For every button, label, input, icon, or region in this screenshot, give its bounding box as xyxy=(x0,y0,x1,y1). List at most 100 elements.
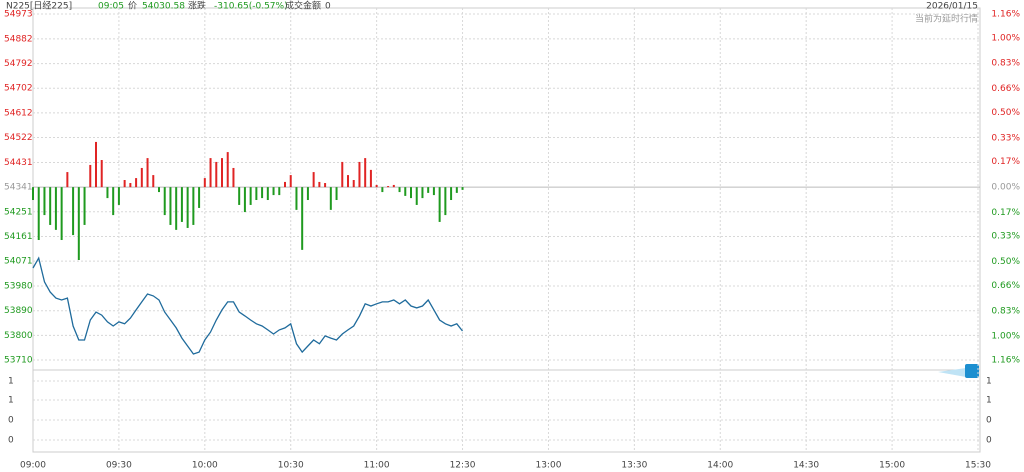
change-bar xyxy=(392,184,395,188)
change-bar xyxy=(238,187,241,205)
change-bar xyxy=(146,158,149,188)
frame xyxy=(32,7,981,453)
change-bar xyxy=(66,172,69,188)
change-bar xyxy=(261,187,264,199)
change-bar xyxy=(226,152,229,188)
change-bar xyxy=(72,187,75,236)
change-bar xyxy=(335,187,338,201)
y-tick-label: 54612 xyxy=(4,108,33,118)
change: -310.65(-0.57%) xyxy=(214,2,288,12)
y-tick-label: 54792 xyxy=(4,59,33,69)
change-bar xyxy=(215,161,218,188)
change-bar xyxy=(100,160,103,188)
change-bar xyxy=(249,187,252,205)
change-bar xyxy=(369,169,372,188)
change-bar xyxy=(77,187,80,261)
volume-tick-label: 1 xyxy=(8,396,14,406)
change-bar xyxy=(54,187,57,230)
change-bar xyxy=(329,187,332,210)
change-bar xyxy=(312,172,315,188)
change-bar xyxy=(32,187,34,201)
change-bar xyxy=(198,187,201,208)
change-bar xyxy=(266,187,269,201)
x-tick-label: 11:00 xyxy=(364,461,390,471)
y-tick-label: 54882 xyxy=(4,34,33,44)
change-bar xyxy=(358,161,361,188)
price: 54030.58 xyxy=(142,2,185,12)
change-bar xyxy=(180,187,183,222)
change-bar xyxy=(318,181,321,188)
change-bar xyxy=(123,180,126,188)
change-bar xyxy=(352,180,355,188)
y2-tick-label: 0.33% xyxy=(991,133,1020,143)
date: 2026/01/15 xyxy=(926,2,978,12)
change-bar xyxy=(324,183,327,188)
y-tick-label: 54431 xyxy=(4,158,33,168)
handle xyxy=(965,364,979,378)
y-tick-label: 54251 xyxy=(4,207,33,217)
change-bar xyxy=(192,187,195,225)
volume-tick-label: 1 xyxy=(8,377,14,387)
y2-tick-label: 0.83% xyxy=(991,306,1020,316)
change-bar xyxy=(387,186,390,188)
y-tick-label: 54702 xyxy=(4,84,33,94)
change-bar xyxy=(243,187,246,213)
change-bar xyxy=(461,187,464,190)
change-bar xyxy=(301,187,304,250)
handle-shadow xyxy=(938,368,966,377)
y2-tick-label: 0.83% xyxy=(991,59,1020,69)
y-tick-label: 54973 xyxy=(4,10,33,20)
y2-tick-label: 1.00% xyxy=(991,33,1020,43)
y2-tick-label: 0.17% xyxy=(991,208,1020,218)
x-tick-label: 10:00 xyxy=(192,461,218,471)
change-bar xyxy=(381,187,384,193)
scroll-handle[interactable] xyxy=(938,364,979,378)
change-bar xyxy=(347,175,349,188)
change-bar xyxy=(117,187,120,205)
y-tick-label: 54161 xyxy=(4,232,33,242)
change-bar xyxy=(364,158,367,188)
change-bar xyxy=(398,187,401,193)
change-bar xyxy=(404,187,407,196)
volume-right-tick-label: 0 xyxy=(986,436,992,446)
change-bar xyxy=(221,158,223,188)
change-bar xyxy=(444,187,447,216)
price-line xyxy=(32,256,464,355)
y-tick-label: 53980 xyxy=(4,282,33,292)
change-bar xyxy=(438,187,441,222)
volume-tick-label: 0 xyxy=(8,416,14,426)
change-bar xyxy=(158,187,160,193)
x-tick-label: 12:30 xyxy=(450,461,476,471)
y-tick-label: 54071 xyxy=(4,257,33,267)
change-bar xyxy=(106,187,109,199)
y2-tick-label: 0.17% xyxy=(991,157,1020,167)
y2-tick-label: 0.66% xyxy=(991,281,1020,291)
y2-tick-label: 0.00% xyxy=(991,183,1020,193)
change-bar xyxy=(432,187,435,196)
change-bar xyxy=(135,178,138,188)
change-bar xyxy=(140,167,143,188)
change-bar xyxy=(341,161,344,188)
x-tick-label: 13:30 xyxy=(621,461,647,471)
y2-tick-label: 0.33% xyxy=(991,232,1020,242)
change-label: 涨跌 xyxy=(188,1,206,12)
volume-right-tick-label: 1 xyxy=(986,396,992,406)
change-bar xyxy=(169,187,172,225)
x-tick-label: 10:30 xyxy=(278,461,304,471)
y2-tick-label: 0.50% xyxy=(991,257,1020,267)
change-bar xyxy=(427,187,430,193)
change-bar xyxy=(232,167,235,188)
volume-right-tick-label: 1 xyxy=(986,377,992,387)
turnover-label: 成交金额 xyxy=(285,0,321,12)
x-tick-label: 15:00 xyxy=(879,461,905,471)
y2-tick-label: 1.16% xyxy=(991,356,1020,366)
y2-tick-label: 0.66% xyxy=(991,84,1020,94)
change-bar xyxy=(163,187,166,216)
change-bar xyxy=(272,187,275,196)
x-tick-label: 14:30 xyxy=(793,461,819,471)
change-bar xyxy=(410,187,412,199)
x-tick-label: 13:00 xyxy=(535,461,561,471)
change-bar xyxy=(455,187,458,193)
change-bar xyxy=(152,175,155,188)
